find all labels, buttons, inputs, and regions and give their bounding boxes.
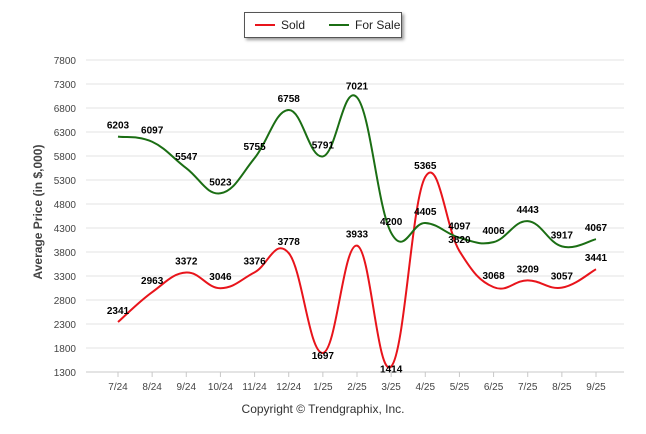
data-label: 1697 <box>312 351 335 362</box>
y-tick-label: 2300 <box>54 320 77 331</box>
data-label: 2341 <box>107 306 130 317</box>
copyright-text: Copyright © Trendgraphix, Inc. <box>241 402 405 416</box>
y-tick-label: 5800 <box>54 152 77 163</box>
data-label: 4405 <box>414 207 437 218</box>
series-line-for-sale <box>117 94 597 249</box>
data-label: 3933 <box>346 230 369 241</box>
y-tick-label: 6300 <box>54 128 77 139</box>
data-label: 6097 <box>141 126 164 137</box>
legend-for-sale-label: For Sale <box>355 18 401 32</box>
data-label: 5023 <box>209 177 232 188</box>
data-label: 3046 <box>209 272 232 283</box>
x-tick-label: 8/24 <box>142 382 162 393</box>
x-tick-label: 12/24 <box>276 382 301 393</box>
data-label: 4097 <box>448 222 471 233</box>
legend-sold-label: Sold <box>281 18 306 32</box>
x-tick-label: 7/24 <box>108 382 128 393</box>
data-label: 7021 <box>346 81 369 92</box>
data-label: 3372 <box>175 257 198 268</box>
sold-swatch <box>255 24 275 26</box>
data-label: 3778 <box>278 237 301 248</box>
x-tick-label: 9/25 <box>586 382 606 393</box>
data-label: 5547 <box>175 152 198 163</box>
x-tick-label: 1/25 <box>313 382 333 393</box>
y-tick-label: 4300 <box>54 224 77 235</box>
y-tick-label: 2800 <box>54 296 77 307</box>
x-tick-label: 4/25 <box>416 382 436 393</box>
data-label: 4006 <box>482 226 505 237</box>
data-label: 4200 <box>380 217 403 228</box>
gridlines <box>86 59 624 373</box>
y-axis-ticks: 1300 1800 2300 2800 3300 3800 4300 4800 5300 5800… <box>54 56 77 379</box>
x-tick-label: 6/25 <box>484 382 504 393</box>
data-label: 3441 <box>585 253 608 264</box>
data-label: 5791 <box>312 140 335 151</box>
y-tick-label: 6800 <box>54 104 77 115</box>
data-label: 3057 <box>551 272 574 283</box>
data-label: 1414 <box>380 365 403 376</box>
data-label: 4443 <box>517 205 540 216</box>
data-label: 5365 <box>414 161 437 172</box>
legend-item-sold[interactable]: Sold <box>255 18 305 32</box>
series-line-sold <box>117 171 597 369</box>
legend-item-for-sale[interactable]: For Sale <box>329 18 400 32</box>
x-tick-label: 9/24 <box>177 382 197 393</box>
data-label: 6758 <box>278 94 301 105</box>
x-tick-label: 5/25 <box>450 382 470 393</box>
y-tick-label: 7800 <box>54 56 77 67</box>
y-tick-label: 1800 <box>54 344 77 355</box>
data-label: 3917 <box>551 230 574 241</box>
data-label: 4067 <box>585 223 608 234</box>
x-tick-label: 2/25 <box>347 382 367 393</box>
x-tick-label: 3/25 <box>381 382 401 393</box>
data-label: 3376 <box>243 256 266 267</box>
data-labels: 2341 2963 3372 3046 3376 3778 1697 3933 1414 5365… <box>107 81 608 375</box>
x-tick-label: 7/25 <box>518 382 538 393</box>
data-label: 2963 <box>141 276 164 287</box>
data-label: 3068 <box>482 271 505 282</box>
x-axis-ticks: 7/24 8/24 9/24 10/24 11/24 12/24 1/25 2/25 3/25 4… <box>108 372 606 393</box>
data-label: 3820 <box>448 235 471 246</box>
data-label: 6203 <box>107 121 130 132</box>
data-label: 5755 <box>243 142 266 153</box>
series-lines <box>117 94 597 369</box>
y-tick-label: 1300 <box>54 368 77 379</box>
y-tick-label: 3300 <box>54 272 77 283</box>
y-axis-label: Average Price (in $,000) <box>31 144 45 280</box>
legend: Sold For Sale <box>244 12 402 38</box>
y-tick-label: 4800 <box>54 200 77 211</box>
y-tick-label: 5300 <box>54 176 77 187</box>
x-tick-label: 10/24 <box>208 382 233 393</box>
x-tick-label: 8/25 <box>552 382 572 393</box>
y-tick-label: 3800 <box>54 248 77 259</box>
y-tick-label: 7300 <box>54 80 77 91</box>
for-sale-swatch <box>329 24 350 26</box>
data-label: 3209 <box>517 264 540 275</box>
x-tick-label: 11/24 <box>242 382 267 393</box>
